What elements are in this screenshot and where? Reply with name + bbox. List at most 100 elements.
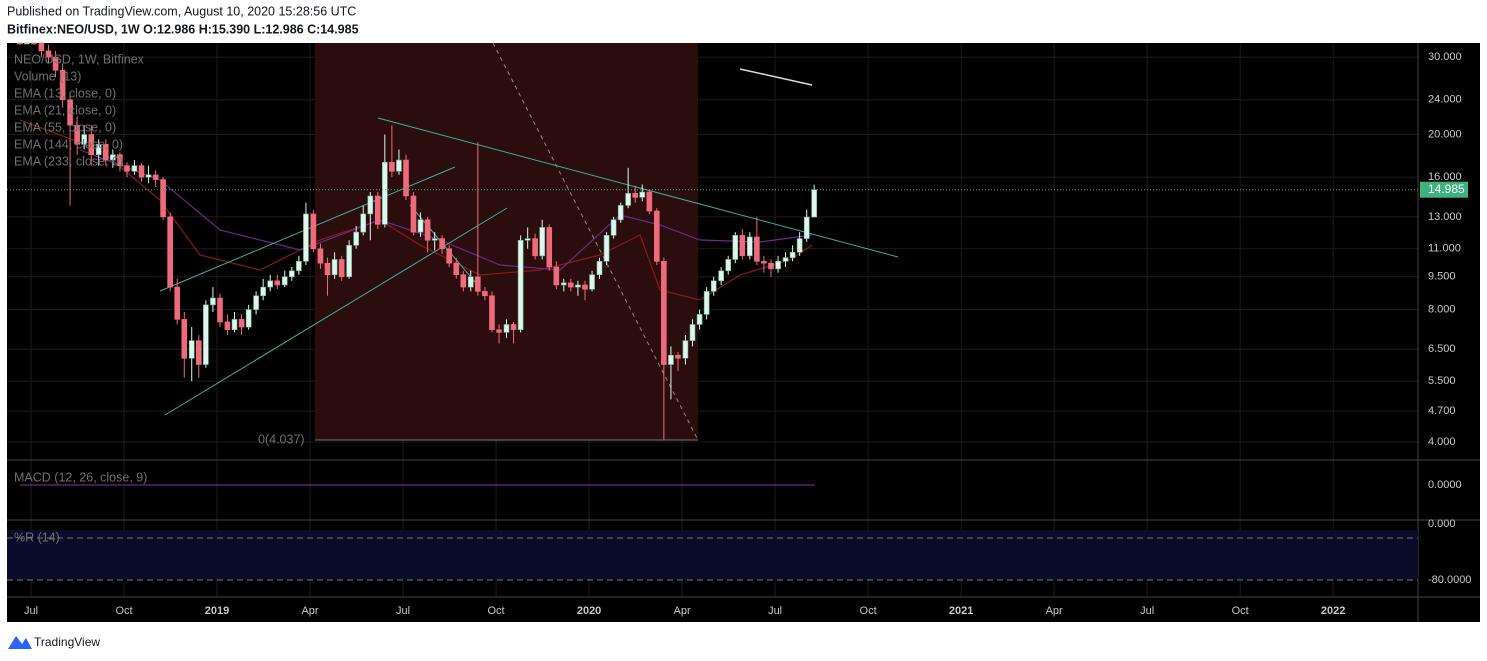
x-tick-label: Jul: [24, 605, 38, 617]
candle-body: [532, 238, 538, 257]
fib-line: [492, 42, 699, 441]
candle-body: [775, 261, 781, 270]
candle-body: [38, 42, 45, 52]
x-tick-label: Apr: [301, 605, 318, 617]
y-tick-label: 5.500: [1428, 375, 1456, 387]
candle-body: [675, 354, 681, 359]
candle-body: [725, 259, 732, 272]
macd-label: MACD (12, 26, close, 9): [14, 470, 147, 484]
candle-body: [489, 295, 495, 331]
candle-body: [424, 219, 431, 241]
candle-body: [732, 235, 739, 260]
y-tick-label: 9.500: [1428, 271, 1456, 283]
candle-body: [568, 282, 574, 288]
candle-body: [253, 295, 259, 310]
trend-line: [739, 68, 813, 86]
candle-body: [231, 319, 238, 331]
candle-body: [796, 238, 803, 253]
x-tick-label: 2022: [1321, 605, 1345, 617]
candle-body: [439, 238, 445, 250]
candle-body: [668, 354, 674, 365]
candle-body: [617, 205, 624, 221]
y-tick-label: 4.700: [1428, 405, 1456, 417]
candle-body: [160, 179, 166, 218]
candle-body: [81, 134, 88, 145]
candle-body: [761, 261, 767, 264]
trend-line: [377, 117, 899, 258]
candle-body: [45, 50, 52, 58]
candle-body: [67, 99, 73, 126]
candle-body: [52, 56, 59, 71]
candle-body: [503, 324, 510, 333]
candle-body: [310, 213, 317, 250]
candle-body: [718, 270, 724, 282]
candle-body: [59, 69, 66, 101]
candle-body: [74, 124, 80, 145]
published-line: Published on TradingView.com, August 10,…: [7, 4, 356, 18]
candle-body: [281, 276, 288, 286]
highlight-zone: [315, 43, 698, 440]
candle-body: [303, 213, 309, 262]
last-price-label: 14.985: [1428, 182, 1465, 196]
candle-body: [174, 286, 181, 320]
candle-body: [238, 319, 245, 328]
candle-body: [110, 154, 116, 161]
y-tick-label: 16.000: [1428, 171, 1462, 183]
candle-body: [746, 236, 753, 257]
y-tick-label: 20.000: [1428, 128, 1462, 140]
candle-body: [417, 219, 424, 233]
candle-body: [625, 193, 631, 206]
x-tick-label: Oct: [860, 605, 877, 617]
candle-body: [117, 154, 123, 166]
candle-body: [560, 282, 567, 286]
last-price-box: [1420, 181, 1468, 198]
x-tick-label: 2019: [205, 605, 229, 617]
candle-body: [152, 174, 159, 180]
candle-body: [410, 195, 417, 233]
candle-body: [610, 219, 617, 236]
candle-body: [138, 165, 145, 178]
candle-body: [346, 245, 352, 278]
x-tick-label: Apr: [674, 605, 691, 617]
candle-body: [145, 174, 152, 178]
candle-body: [267, 280, 274, 288]
candle-body: [188, 340, 195, 359]
candle-body: [317, 248, 324, 264]
candle-body: [646, 191, 653, 212]
x-tick-label: Oct: [115, 605, 132, 617]
candle-body: [803, 216, 810, 239]
candle-body: [696, 314, 703, 325]
candle-body: [396, 159, 402, 172]
candle-body: [553, 266, 560, 286]
candle-body: [782, 257, 789, 262]
x-tick-label: Oct: [1232, 605, 1249, 617]
candle-body: [575, 284, 581, 288]
x-tick-label: Jul: [768, 605, 782, 617]
candle-body: [582, 284, 588, 290]
candle-body: [131, 165, 138, 172]
ema-line: [79, 149, 813, 271]
candle-body: [703, 291, 710, 315]
wr-tick-label: -80.0000: [1428, 574, 1471, 586]
candle-body: [338, 259, 345, 278]
candle-body: [289, 270, 295, 278]
macd-tick-label: 0.0000: [1428, 479, 1462, 491]
candle-body: [331, 259, 338, 276]
x-tick-label: 2020: [577, 605, 601, 617]
candle-body: [811, 189, 817, 218]
candle-body: [496, 329, 502, 333]
y-tick-label: 4.000: [1428, 436, 1456, 448]
candle-body: [403, 159, 409, 197]
candle-body: [467, 276, 474, 288]
candle-body: [389, 161, 395, 172]
candle-body: [446, 248, 452, 264]
y-tick-label: 13.000: [1428, 211, 1462, 223]
y-tick-label: 24.000: [1428, 94, 1462, 106]
candle-body: [102, 144, 109, 161]
candle-body: [789, 251, 796, 258]
candle-body: [360, 213, 367, 233]
x-tick-label: Jul: [396, 605, 410, 617]
candle-body: [639, 191, 646, 198]
candle-body: [710, 280, 717, 292]
